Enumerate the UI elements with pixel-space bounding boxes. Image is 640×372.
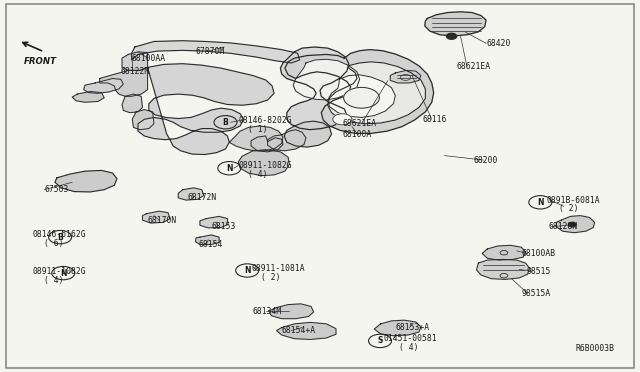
Polygon shape	[178, 188, 204, 200]
Polygon shape	[55, 170, 117, 192]
Text: 08146-8202G: 08146-8202G	[238, 116, 292, 125]
Polygon shape	[238, 150, 289, 176]
Circle shape	[333, 114, 352, 125]
Polygon shape	[390, 70, 421, 83]
Text: 98515A: 98515A	[522, 289, 551, 298]
Text: 98515: 98515	[527, 267, 551, 276]
Circle shape	[568, 222, 576, 227]
Circle shape	[447, 33, 457, 39]
Text: ( 4): ( 4)	[44, 276, 63, 285]
Text: R6B0003B: R6B0003B	[575, 344, 614, 353]
Text: 68134M: 68134M	[253, 307, 282, 316]
Text: ( 1): ( 1)	[248, 125, 268, 134]
Text: S: S	[378, 336, 383, 346]
Polygon shape	[328, 62, 426, 124]
Polygon shape	[280, 47, 349, 130]
Text: 08146-6162G: 08146-6162G	[33, 230, 86, 240]
Text: 68200: 68200	[473, 155, 498, 164]
Text: 68153+A: 68153+A	[396, 323, 429, 332]
Polygon shape	[328, 75, 396, 118]
Polygon shape	[482, 245, 525, 260]
Text: FRONT: FRONT	[24, 57, 57, 66]
Polygon shape	[200, 217, 228, 228]
Text: N: N	[226, 164, 232, 173]
Text: ( 2): ( 2)	[559, 205, 579, 214]
Polygon shape	[284, 121, 332, 147]
Polygon shape	[132, 41, 300, 63]
Polygon shape	[122, 94, 143, 113]
Polygon shape	[122, 52, 148, 70]
Text: 08911-1082G: 08911-1082G	[238, 161, 292, 170]
Text: 68420: 68420	[486, 39, 511, 48]
Text: 68153: 68153	[211, 222, 236, 231]
Text: ( 2): ( 2)	[261, 273, 281, 282]
Polygon shape	[143, 211, 170, 223]
Polygon shape	[374, 320, 421, 336]
Text: 67503: 67503	[44, 185, 68, 194]
Text: 68100AB: 68100AB	[522, 249, 556, 258]
Text: 68128N: 68128N	[548, 222, 578, 231]
Text: 68621EA: 68621EA	[342, 119, 376, 128]
Polygon shape	[476, 259, 529, 279]
Polygon shape	[556, 216, 595, 233]
Text: 08911-1082G: 08911-1082G	[33, 267, 86, 276]
Polygon shape	[72, 92, 104, 102]
Text: 68170N: 68170N	[148, 216, 177, 225]
Text: 01451-00581: 01451-00581	[384, 334, 438, 343]
Polygon shape	[229, 126, 283, 151]
Text: B: B	[57, 232, 63, 242]
Text: 68172N: 68172N	[187, 193, 216, 202]
Polygon shape	[195, 235, 219, 244]
Polygon shape	[100, 67, 148, 96]
Polygon shape	[276, 323, 336, 339]
Text: ( 4): ( 4)	[248, 170, 268, 179]
Text: 68122M: 68122M	[121, 67, 150, 76]
Text: 68154: 68154	[198, 240, 223, 249]
Text: 08911-1081A: 08911-1081A	[251, 264, 305, 273]
Polygon shape	[132, 110, 154, 130]
Polygon shape	[269, 304, 314, 319]
Polygon shape	[268, 130, 306, 151]
Text: 68116: 68116	[422, 115, 447, 124]
Polygon shape	[425, 12, 486, 36]
Text: 68154+A: 68154+A	[282, 326, 316, 335]
Text: 67870M: 67870M	[195, 47, 225, 56]
Polygon shape	[84, 78, 124, 93]
Text: 68621EA: 68621EA	[457, 62, 491, 71]
Polygon shape	[293, 59, 360, 100]
Circle shape	[344, 87, 380, 108]
Text: N: N	[60, 269, 67, 278]
Text: ( 6): ( 6)	[44, 239, 63, 248]
Text: 68100A: 68100A	[342, 130, 372, 140]
Text: B: B	[223, 118, 228, 127]
Polygon shape	[285, 49, 434, 134]
Polygon shape	[138, 64, 274, 154]
Text: ( 4): ( 4)	[399, 343, 419, 352]
Text: N: N	[244, 266, 250, 275]
Text: N: N	[537, 198, 543, 207]
Text: 68100AA: 68100AA	[132, 54, 166, 62]
Polygon shape	[251, 136, 283, 152]
Text: 0891B-6081A: 0891B-6081A	[547, 196, 600, 205]
